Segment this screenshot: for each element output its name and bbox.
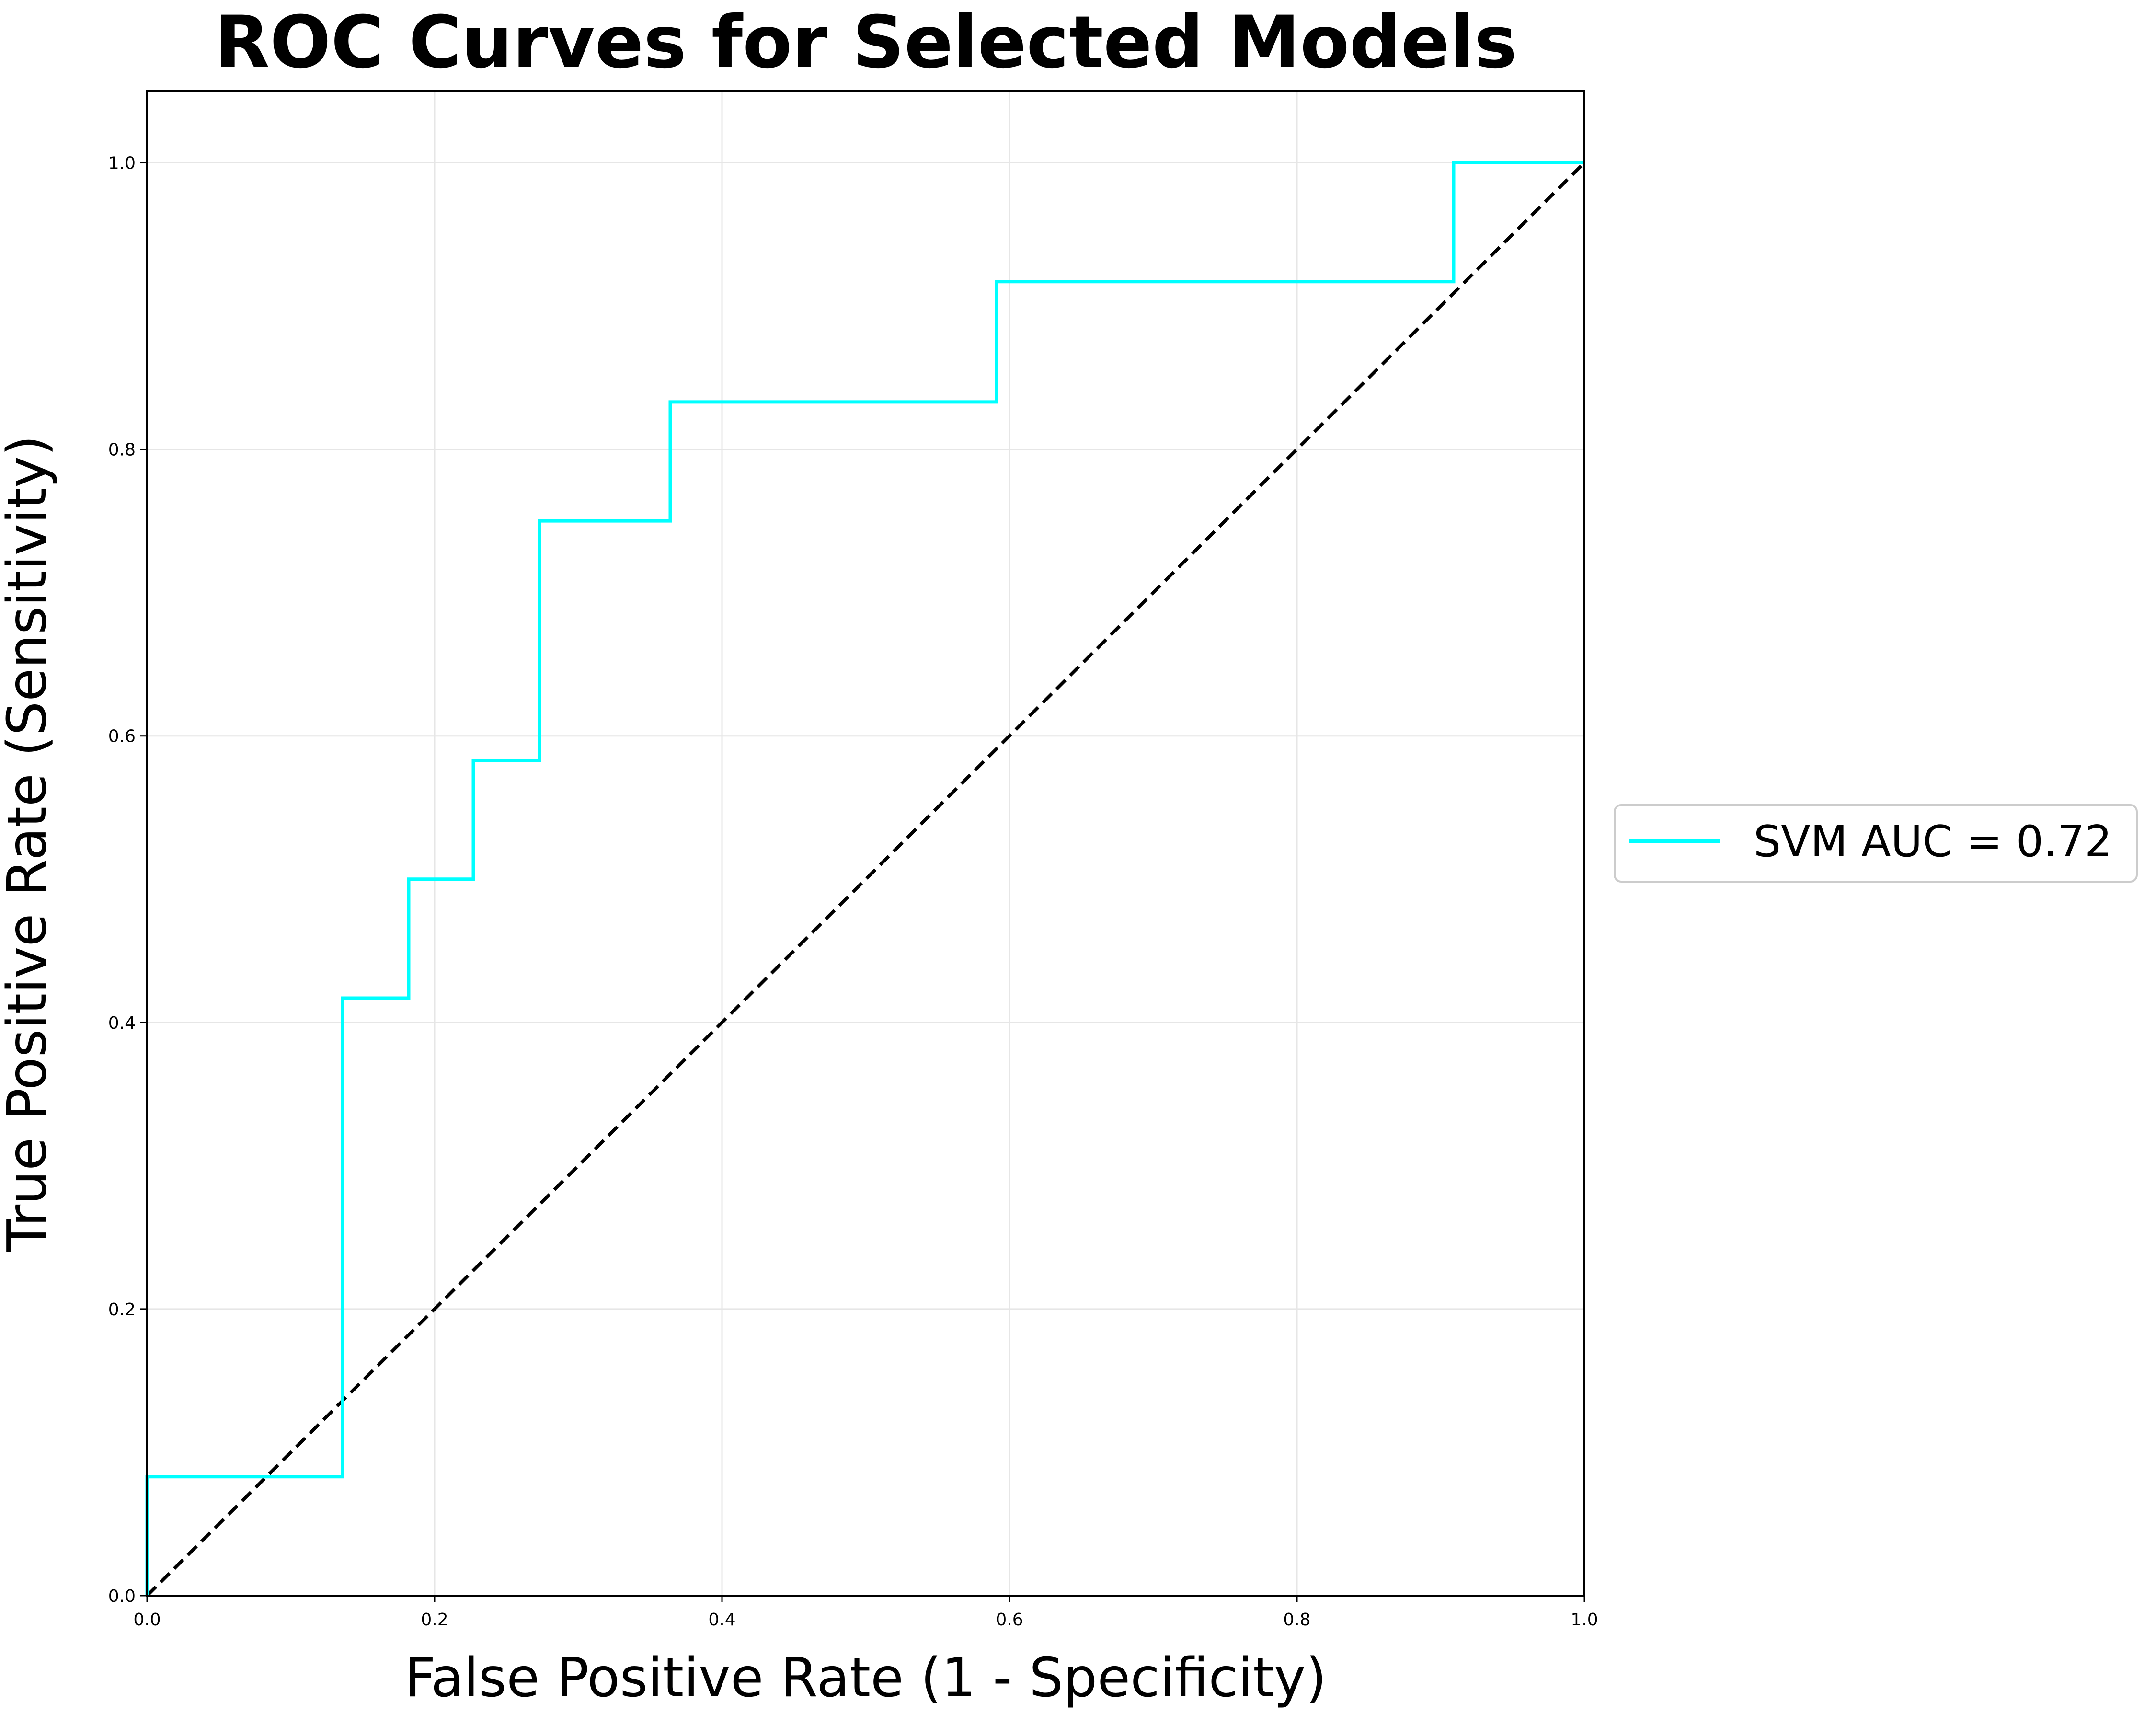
y-tick-label: 0.6 [108, 727, 136, 747]
y-tick-label: 0.0 [108, 1587, 136, 1606]
plot-frame [146, 90, 1585, 1597]
x-axis-label: False Positive Rate (1 - Specificity) [405, 1647, 1327, 1709]
chance-line [146, 161, 1586, 1597]
legend: SVM AUC = 0.72 [1614, 804, 2138, 883]
reference-diagonal [146, 161, 1586, 1597]
x-tick-label: 0.6 [996, 1610, 1023, 1630]
x-tick-label: 1.0 [1571, 1610, 1598, 1630]
y-tick-label: 1.0 [108, 154, 136, 173]
legend-label-svm: SVM AUC = 0.72 [1754, 816, 2112, 867]
x-tick-label: 0.4 [708, 1610, 735, 1630]
x-tick-label: 0.2 [421, 1610, 448, 1630]
x-tick-label: 0.0 [133, 1610, 161, 1630]
y-tick-label: 0.8 [108, 440, 136, 460]
y-axis-ticks: 0.0 0.2 0.4 0.6 0.8 1.0 [108, 154, 147, 1606]
svm-roc-line [145, 161, 1584, 1596]
y-tick-label: 0.4 [108, 1013, 136, 1033]
chart-title: ROC Curves for Selected Models [215, 1, 1517, 84]
y-axis-label: True Positive Rate (Sensitivity) [0, 435, 58, 1252]
y-tick-label: 0.2 [108, 1300, 136, 1320]
series-lines [145, 161, 1584, 1596]
x-tick-label: 0.8 [1283, 1610, 1310, 1630]
legend-box [1614, 804, 2138, 883]
x-axis-ticks: 0.0 0.2 0.4 0.6 0.8 1.0 [133, 1596, 1598, 1630]
grid-lines [146, 91, 1585, 1597]
